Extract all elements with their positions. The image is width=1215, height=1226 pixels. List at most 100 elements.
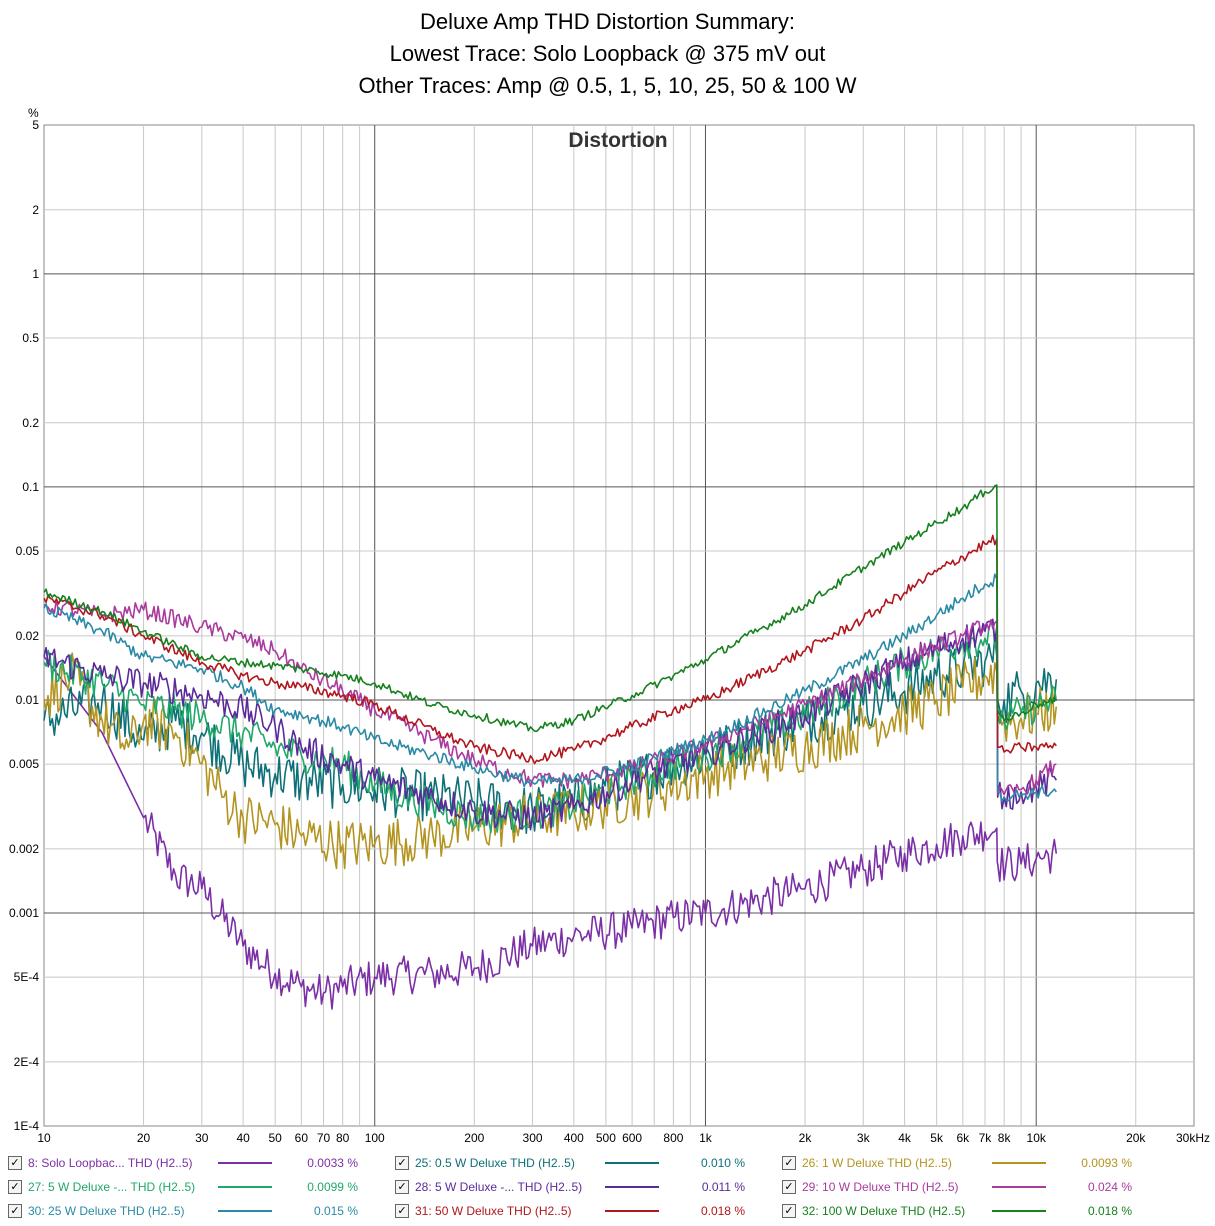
legend-checkbox[interactable]: ✓ [8, 1204, 22, 1218]
legend-item[interactable]: ✓ 30: 25 W Deluxe THD (H2..5) 0.015 % [8, 1200, 378, 1222]
legend-series-name: 29: 10 W Deluxe THD (H2..5) [802, 1180, 959, 1194]
legend-line-swatch [992, 1210, 1046, 1212]
legend-series-value: 0.011 % [701, 1180, 745, 1194]
y-tick-label: 1E-4 [14, 1119, 40, 1133]
y-tick-label: 0.01 [16, 693, 40, 707]
x-tick-label: 200 [464, 1131, 484, 1145]
legend-checkbox[interactable]: ✓ [395, 1180, 409, 1194]
x-tick-label: 600 [622, 1131, 642, 1145]
x-tick-label: 80 [336, 1131, 350, 1145]
x-tick-label: 20k [1126, 1131, 1146, 1145]
x-tick-label: 60 [295, 1131, 309, 1145]
legend-series-value: 0.0093 % [1081, 1156, 1132, 1170]
series-line-9 [43, 484, 1057, 733]
legend-item[interactable]: ✓ 32: 100 W Deluxe THD (H2..5) 0.018 % [782, 1200, 1152, 1222]
y-tick-label: 0.5 [22, 331, 39, 345]
legend-checkbox[interactable]: ✓ [395, 1204, 409, 1218]
legend-line-swatch [218, 1162, 272, 1164]
x-tick-label: 8k [998, 1131, 1012, 1145]
legend-series-name: 30: 25 W Deluxe THD (H2..5) [28, 1204, 185, 1218]
legend: ✓ 8: Solo Loopbac... THD (H2..5) 0.0033 % ✓… [0, 1152, 1215, 1226]
legend-line-swatch [992, 1186, 1046, 1188]
legend-checkbox[interactable]: ✓ [782, 1204, 796, 1218]
distortion-chart[interactable]: 5 2 1 0.5 0.2 0.1 0.05 0.02 0.01 0.005 0.002 0.001 5… [0, 0, 1215, 1150]
legend-series-name: 26: 1 W Deluxe THD (H2..5) [802, 1156, 952, 1170]
legend-line-swatch [605, 1162, 659, 1164]
y-tick-label: 0.2 [22, 416, 39, 430]
y-tick-label: 0.005 [9, 757, 39, 771]
legend-series-name: 31: 50 W Deluxe THD (H2..5) [415, 1204, 572, 1218]
title-line-1: Deluxe Amp THD Distortion Summary: [420, 9, 795, 34]
legend-checkbox[interactable]: ✓ [782, 1156, 796, 1170]
legend-series-name: 28: 5 W Deluxe -... THD (H2..5) [415, 1180, 583, 1194]
grid-lines [44, 125, 1194, 1126]
y-tick-label: 0.05 [16, 544, 40, 558]
x-tick-label: 1k [699, 1131, 713, 1145]
y-tick-label: 5 [32, 118, 39, 132]
legend-line-swatch [992, 1162, 1046, 1164]
legend-series-name: 27: 5 W Deluxe -... THD (H2..5) [28, 1180, 196, 1194]
x-tick-label: 10k [1027, 1131, 1047, 1145]
legend-series-value: 0.0033 % [307, 1156, 358, 1170]
y-axis-label: % [28, 106, 39, 120]
x-tick-label: 7k [979, 1131, 993, 1145]
legend-series-name: 32: 100 W Deluxe THD (H2..5) [802, 1204, 966, 1218]
plot-area[interactable] [43, 124, 1195, 1127]
legend-series-value: 0.0099 % [307, 1180, 358, 1194]
legend-series-value: 0.010 % [700, 1156, 745, 1170]
legend-line-swatch [218, 1210, 272, 1212]
legend-item[interactable]: ✓ 8: Solo Loopbac... THD (H2..5) 0.0033 % [8, 1152, 378, 1174]
legend-item[interactable]: ✓ 27: 5 W Deluxe -... THD (H2..5) 0.0099 % [8, 1176, 378, 1198]
x-tick-label: 20 [137, 1131, 151, 1145]
series-line-7 [43, 573, 1057, 803]
y-tick-label: 0.002 [9, 842, 39, 856]
series-traces [43, 484, 1058, 1010]
legend-series-value: 0.018 % [700, 1204, 745, 1218]
legend-item[interactable]: ✓ 25: 0.5 W Deluxe THD (H2..5) 0.010 % [395, 1152, 765, 1174]
x-tick-label: 300 [523, 1131, 543, 1145]
legend-item[interactable]: ✓ 26: 1 W Deluxe THD (H2..5) 0.0093 % [782, 1152, 1152, 1174]
y-tick-label: 2 [32, 203, 39, 217]
legend-checkbox[interactable]: ✓ [8, 1180, 22, 1194]
x-tick-label: 6k [956, 1131, 970, 1145]
series-line-5 [43, 618, 1057, 831]
x-tick-label: 40 [236, 1131, 250, 1145]
x-tick-label: 70 [317, 1131, 331, 1145]
legend-item[interactable]: ✓ 29: 10 W Deluxe THD (H2..5) 0.024 % [782, 1176, 1152, 1198]
y-tick-label: 2E-4 [14, 1055, 40, 1069]
legend-line-swatch [218, 1186, 272, 1188]
y-tick-label: 0.02 [16, 629, 40, 643]
x-tick-label: 5k [930, 1131, 944, 1145]
plot-title: Distortion [568, 129, 667, 152]
y-tick-label: 0.1 [22, 480, 39, 494]
legend-checkbox[interactable]: ✓ [782, 1180, 796, 1194]
x-tick-label: 500 [596, 1131, 616, 1145]
x-tick-label: 800 [663, 1131, 683, 1145]
x-axis-ticks: 10 20 30 40 50 60 70 80 100 200 300 400 500 600 800 1k 2… [37, 1131, 1210, 1145]
legend-series-value: 0.018 % [1087, 1204, 1132, 1218]
legend-series-value: 0.024 % [1087, 1180, 1132, 1194]
x-tick-label: 10 [37, 1131, 51, 1145]
legend-line-swatch [605, 1186, 659, 1188]
legend-item[interactable]: ✓ 28: 5 W Deluxe -... THD (H2..5) 0.011 % [395, 1176, 765, 1198]
legend-line-swatch [605, 1210, 659, 1212]
legend-series-name: 25: 0.5 W Deluxe THD (H2..5) [415, 1156, 575, 1170]
y-tick-label: 5E-4 [14, 970, 40, 984]
series-line-1 [43, 656, 1058, 1010]
legend-series-value: 0.015 % [313, 1204, 358, 1218]
series-line-6 [43, 598, 1057, 796]
x-tick-label: 3k [857, 1131, 871, 1145]
x-tick-label: 30kHz [1176, 1131, 1210, 1145]
x-tick-label: 2k [799, 1131, 813, 1145]
title-line-3: Other Traces: Amp @ 0.5, 1, 5, 10, 25, 5… [358, 73, 857, 98]
y-tick-label: 1 [32, 267, 39, 281]
series-line-2 [43, 634, 1058, 834]
legend-series-name: 8: Solo Loopbac... THD (H2..5) [28, 1156, 193, 1170]
y-axis-ticks: 5 2 1 0.5 0.2 0.1 0.05 0.02 0.01 0.005 0.002 0.001 5… [9, 118, 39, 1133]
x-tick-label: 30 [195, 1131, 209, 1145]
x-tick-label: 4k [898, 1131, 912, 1145]
title-line-2: Lowest Trace: Solo Loopback @ 375 mV out [389, 41, 826, 66]
legend-checkbox[interactable]: ✓ [8, 1156, 22, 1170]
legend-item[interactable]: ✓ 31: 50 W Deluxe THD (H2..5) 0.018 % [395, 1200, 765, 1222]
legend-checkbox[interactable]: ✓ [395, 1156, 409, 1170]
